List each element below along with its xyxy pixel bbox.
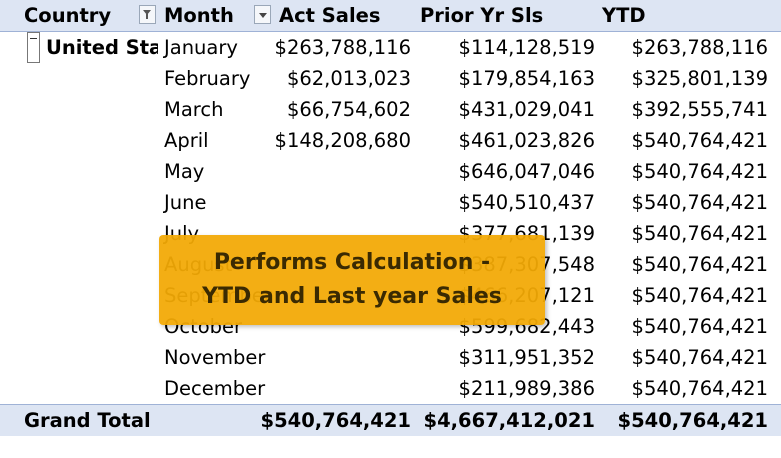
ytd-cell[interactable]: $540,764,421 xyxy=(631,315,768,338)
month-cell[interactable]: May xyxy=(164,160,205,183)
country-filter-dropdown[interactable] xyxy=(139,5,156,24)
prior-yr-cell[interactable]: $646,047,046 xyxy=(458,160,595,183)
table-row: June $540,510,437 $540,764,421 xyxy=(0,187,781,218)
ytd-cell[interactable]: $540,764,421 xyxy=(631,191,768,214)
month-cell[interactable]: April xyxy=(164,129,209,152)
table-row: November $311,951,352 $540,764,421 xyxy=(0,342,781,373)
grand-total-label: Grand Total xyxy=(24,409,151,432)
prior-yr-cell[interactable]: $540,510,437 xyxy=(458,191,595,214)
prior-yr-cell[interactable]: $311,951,352 xyxy=(458,346,595,369)
pivot-table: Country Month Act Sales Prior Yr Sls YTD… xyxy=(0,0,781,436)
act-sales-cell[interactable]: $263,788,116 xyxy=(274,36,411,59)
ytd-cell[interactable]: $263,788,116 xyxy=(631,36,768,59)
collapse-button[interactable] xyxy=(27,32,40,63)
ytd-cell[interactable]: $540,764,421 xyxy=(631,222,768,245)
ytd-cell[interactable]: $540,764,421 xyxy=(631,253,768,276)
month-cell[interactable]: February xyxy=(164,67,251,90)
month-cell[interactable]: June xyxy=(164,191,207,214)
ytd-cell[interactable]: $392,555,741 xyxy=(631,98,768,121)
ytd-cell[interactable]: $540,764,421 xyxy=(631,377,768,400)
act-sales-cell[interactable]: $62,013,023 xyxy=(286,67,411,90)
act-sales-cell[interactable]: $148,208,680 xyxy=(274,129,411,152)
prior-yr-cell[interactable]: $179,854,163 xyxy=(458,67,595,90)
ytd-cell[interactable]: $540,764,421 xyxy=(631,160,768,183)
pivot-body: United States January $263,788,116 $114,128… xyxy=(0,32,781,404)
month-filter-dropdown[interactable] xyxy=(254,5,271,24)
column-header-country[interactable]: Country xyxy=(24,4,112,27)
column-header-month[interactable]: Month xyxy=(164,4,234,27)
month-cell[interactable]: December xyxy=(164,377,266,400)
act-sales-cell[interactable]: $66,754,602 xyxy=(286,98,411,121)
table-row: April $148,208,680 $461,023,826 $540,764,42… xyxy=(0,125,781,156)
filter-icon xyxy=(143,10,151,15)
table-row: May $646,047,046 $540,764,421 xyxy=(0,156,781,187)
grand-total-row: Grand Total $540,764,421 $4,667,412,021 … xyxy=(0,404,781,436)
grand-total-ytd: $540,764,421 xyxy=(617,409,769,432)
ytd-cell[interactable]: $540,764,421 xyxy=(631,129,768,152)
column-header-prior-yr[interactable]: Prior Yr Sls xyxy=(420,4,544,27)
annotation-callout: Performs Calculation - YTD and Last year… xyxy=(159,235,545,325)
grand-total-prior: $4,667,412,021 xyxy=(423,409,595,432)
callout-line-1: Performs Calculation - xyxy=(213,250,491,275)
ytd-cell[interactable]: $325,801,139 xyxy=(631,67,768,90)
prior-yr-cell[interactable]: $431,029,041 xyxy=(458,98,595,121)
column-header-act-sales[interactable]: Act Sales xyxy=(279,4,381,27)
table-row: February $62,013,023 $179,854,163 $325,801,… xyxy=(0,63,781,94)
chevron-down-icon xyxy=(259,13,267,18)
header-row: Country Month Act Sales Prior Yr Sls YTD xyxy=(0,0,781,32)
month-cell[interactable]: January xyxy=(164,36,238,59)
ytd-cell[interactable]: $540,764,421 xyxy=(631,284,768,307)
callout-line-2: YTD and Last year Sales xyxy=(202,284,502,309)
table-row: United States January $263,788,116 $114,128… xyxy=(0,32,781,63)
ytd-cell[interactable]: $540,764,421 xyxy=(631,346,768,369)
table-row: March $66,754,602 $431,029,041 $392,555,741 xyxy=(0,94,781,125)
country-cell[interactable]: United States xyxy=(46,36,158,59)
prior-yr-cell[interactable]: $461,023,826 xyxy=(458,129,595,152)
prior-yr-cell[interactable]: $114,128,519 xyxy=(458,36,595,59)
table-row: December $211,989,386 $540,764,421 xyxy=(0,373,781,404)
prior-yr-cell[interactable]: $211,989,386 xyxy=(458,377,595,400)
grand-total-act: $540,764,421 xyxy=(260,409,412,432)
month-cell[interactable]: March xyxy=(164,98,224,121)
column-header-ytd[interactable]: YTD xyxy=(602,4,646,27)
month-cell[interactable]: November xyxy=(164,346,266,369)
